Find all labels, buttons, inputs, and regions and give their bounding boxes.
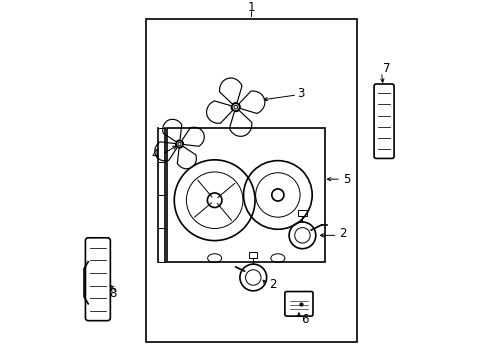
Text: 1: 1 (247, 1, 255, 14)
Text: 3: 3 (297, 87, 304, 100)
Text: 4: 4 (151, 148, 158, 161)
Bar (248, 252, 257, 258)
Text: 2: 2 (268, 278, 276, 291)
Text: 5: 5 (342, 173, 349, 186)
Text: 6: 6 (300, 313, 307, 326)
Text: 2: 2 (339, 227, 346, 240)
Bar (298, 210, 306, 216)
Text: 7: 7 (383, 62, 390, 75)
Text: 8: 8 (109, 287, 116, 300)
Bar (167, 128, 325, 262)
